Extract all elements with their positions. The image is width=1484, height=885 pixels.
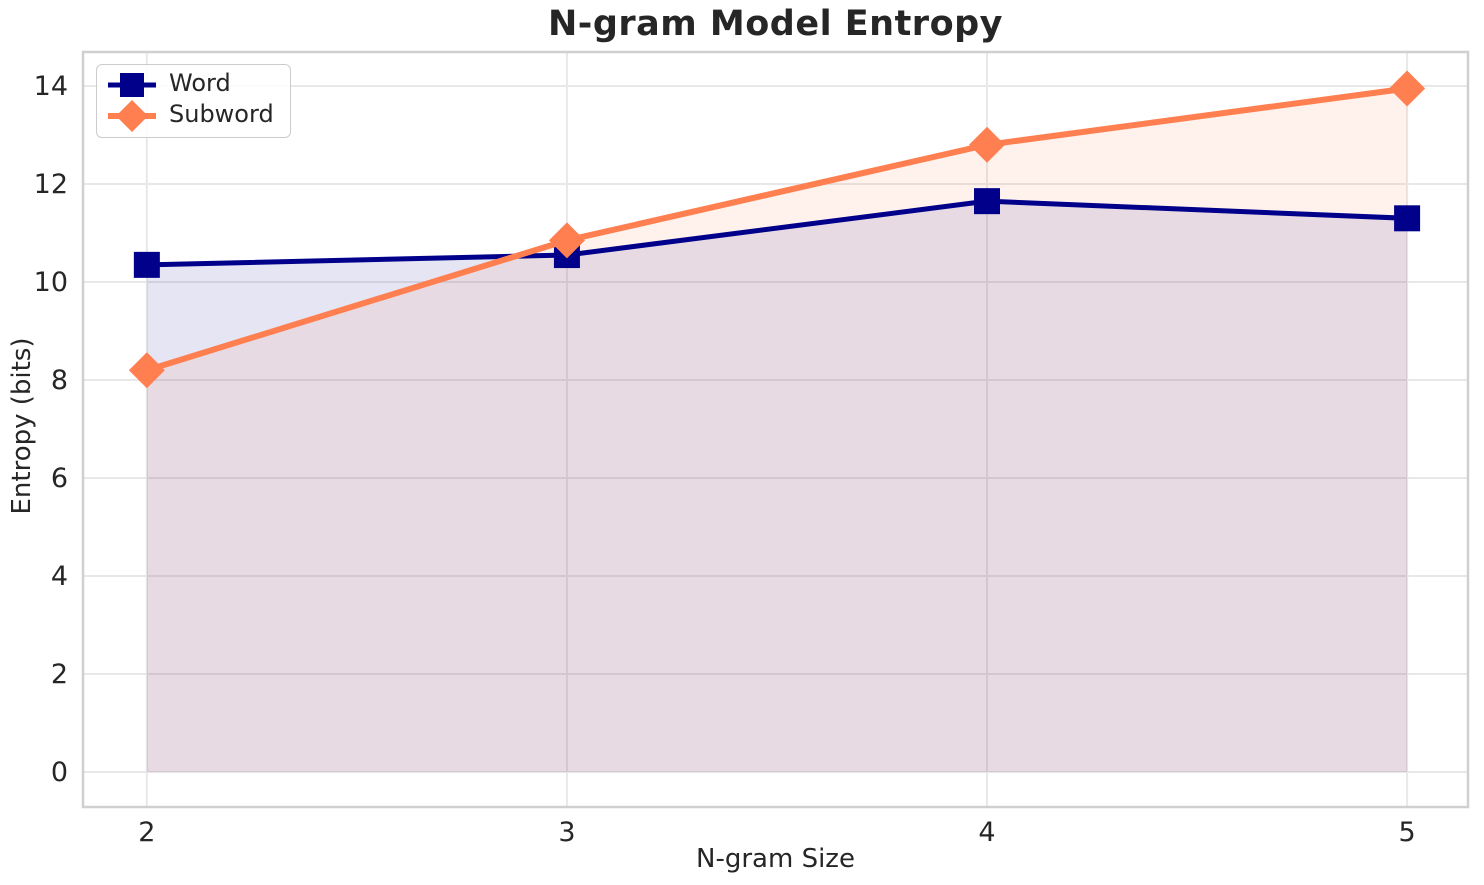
y-tick-label: 0 xyxy=(51,757,68,788)
x-tick-label: 5 xyxy=(1398,817,1415,848)
legend-label-subword: Subword xyxy=(169,100,274,128)
word-marker xyxy=(974,188,1001,215)
y-tick-label: 12 xyxy=(34,169,68,200)
y-tick-label: 4 xyxy=(51,561,68,592)
legend-label-word: Word xyxy=(169,69,231,97)
plot-border xyxy=(81,50,1470,809)
x-tick-label: 2 xyxy=(138,817,155,848)
word-line xyxy=(146,198,1408,268)
subword-marker xyxy=(128,352,165,389)
word-area-fill xyxy=(146,201,1408,773)
subword-line xyxy=(145,85,1408,374)
y-tick-label: 6 xyxy=(51,463,68,494)
subword-area-fill xyxy=(146,88,1408,773)
legend-entry-word: Word xyxy=(105,69,274,100)
x-axis-label: N-gram Size xyxy=(696,844,855,874)
subword-diamond-marker-icon xyxy=(108,99,156,132)
subword-marker xyxy=(548,222,585,259)
y-tick-label: 2 xyxy=(51,659,68,690)
chart-title: N-gram Model Entropy xyxy=(548,4,1003,44)
subword-marker xyxy=(969,126,1006,163)
x-tick-label: 4 xyxy=(978,817,995,848)
legend: Word Subword xyxy=(96,64,291,138)
word-square-marker-icon xyxy=(108,72,156,97)
x-tick-label: 3 xyxy=(558,817,575,848)
y-tick-label: 10 xyxy=(34,267,68,298)
word-marker xyxy=(1394,205,1421,232)
legend-entry-subword: Subword xyxy=(105,99,274,132)
subword-marker xyxy=(1389,70,1426,107)
y-tick-label: 8 xyxy=(51,365,68,396)
y-tick-label: 14 xyxy=(34,71,68,102)
word-marker xyxy=(133,251,160,278)
